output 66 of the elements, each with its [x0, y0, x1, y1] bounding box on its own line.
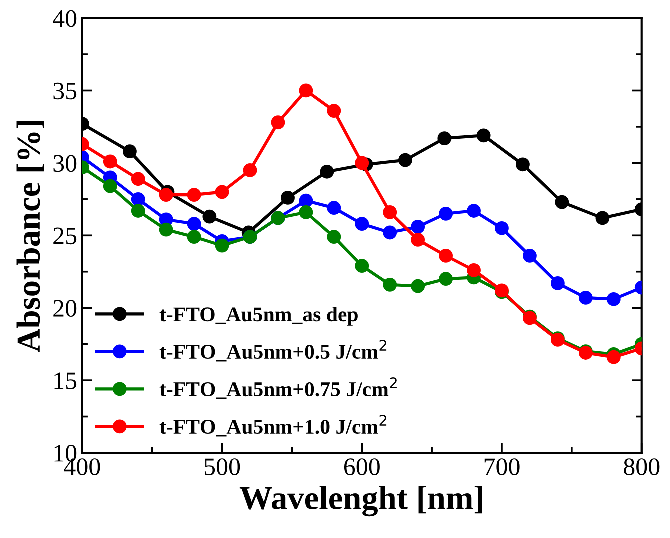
point [131, 204, 146, 218]
point [476, 128, 491, 143]
y-tick-label: 30 [54, 155, 77, 172]
point [383, 278, 398, 292]
legend-label: t-FTO_Au5nm+1.0 J/cm$^{2}$ [160, 415, 387, 437]
point [299, 194, 314, 208]
y-tick-label: 35 [54, 82, 77, 100]
point [123, 144, 137, 159]
y-tick-label: 15 [54, 372, 77, 390]
point [411, 233, 426, 247]
point [215, 185, 230, 200]
point [467, 204, 481, 218]
point [131, 172, 146, 186]
point [438, 132, 452, 146]
point [187, 188, 202, 202]
point [215, 238, 230, 253]
point [383, 226, 398, 240]
point [202, 210, 217, 224]
point [271, 116, 286, 130]
y-tick-label: 40 [53, 10, 77, 28]
point [398, 153, 412, 168]
point [299, 206, 314, 220]
point [551, 276, 565, 290]
point [606, 292, 621, 306]
point [578, 291, 593, 305]
point [439, 248, 453, 263]
point [327, 201, 342, 216]
point [159, 222, 174, 237]
point [103, 154, 118, 169]
point [516, 158, 530, 172]
point [596, 211, 610, 226]
point [355, 259, 370, 274]
point [411, 279, 426, 294]
point [439, 272, 453, 286]
point [131, 192, 146, 206]
point [606, 350, 621, 364]
point [327, 230, 342, 244]
y-tick-label: 20 [54, 300, 77, 318]
point [159, 188, 174, 202]
point [187, 217, 202, 231]
x-tick-label: 600 [344, 458, 380, 476]
x-tick-label: 500 [204, 458, 240, 476]
point [439, 206, 453, 221]
x-tick-label: 700 [484, 458, 520, 476]
point [187, 230, 202, 244]
x-tick-label: 800 [624, 458, 660, 476]
legend-label: t-FTO_Au5nm+0.75 J/cm$^{2}$ [160, 378, 397, 400]
x-axis-title: Wavelenght [nm] [240, 486, 482, 517]
point [467, 263, 481, 278]
point [523, 248, 537, 263]
point [281, 191, 295, 205]
point [355, 217, 370, 231]
point [355, 156, 370, 170]
point [383, 206, 398, 220]
y-tick-label: 25 [54, 228, 77, 245]
point [243, 163, 258, 178]
legend-label: t-FTO_Au5nm+0.5 J/cm$^{2}$ [160, 340, 387, 362]
point [320, 164, 334, 179]
point [103, 179, 118, 194]
point [299, 84, 314, 98]
point [327, 104, 342, 118]
legend-label: t-FTO_Au5nm_as dep [160, 307, 358, 326]
y-axis-title: Absorbance [%] [16, 120, 44, 352]
point [495, 221, 509, 236]
point [555, 195, 570, 210]
point [411, 220, 426, 234]
